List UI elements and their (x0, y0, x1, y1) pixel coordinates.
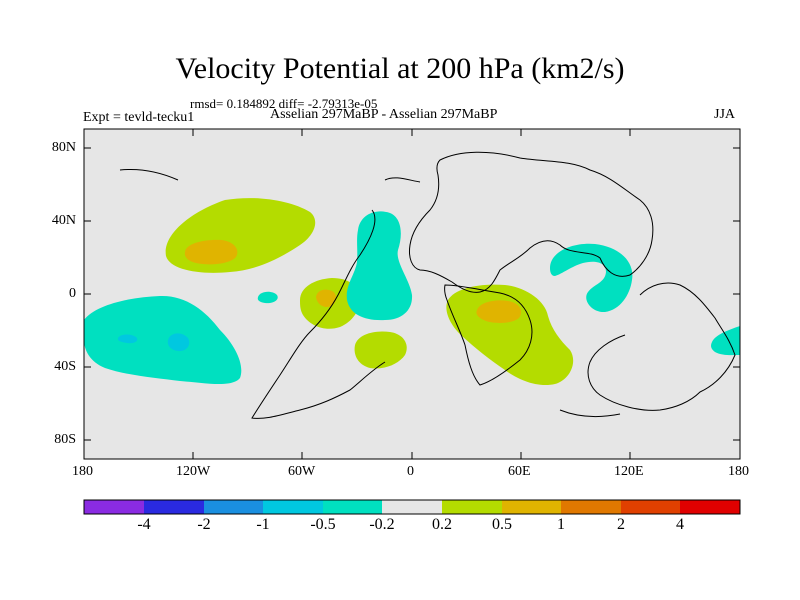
x-tick-label: 120E (614, 464, 644, 479)
anomaly-south-pacific-core-1 (117, 334, 138, 344)
anomaly-indian-ocean (550, 243, 633, 313)
anomaly-equatorial-west-core (316, 289, 337, 307)
anomaly-atlantic (346, 211, 413, 321)
colorbar-bin-3 (204, 500, 263, 514)
colorbar-label: -1 (256, 516, 270, 533)
colorbar-label: 0.2 (432, 516, 452, 533)
x-tick-label: 60W (288, 464, 316, 479)
anomaly-south-pacific (84, 295, 242, 385)
anomaly-southern-africa-core (476, 300, 522, 323)
season-label: JJA (714, 107, 736, 122)
x-tick-label: 180 (728, 464, 749, 479)
anomaly-date-line (711, 326, 740, 356)
x-tick-label: 0 (407, 464, 414, 479)
chart-title: Velocity Potential at 200 hPa (km2/s) (175, 52, 625, 85)
y-tick-label: 40N (51, 213, 76, 228)
colorbar-bin-10 (621, 500, 680, 514)
colorbar-bin-7 (442, 500, 502, 514)
stats-label: rmsd= 0.184892 diff= -2.79313e-05 (190, 96, 378, 111)
colorbar-bin-1 (84, 500, 144, 514)
anomaly-south-atlantic (354, 331, 407, 369)
y-ticks (84, 147, 740, 441)
y-tick-label: 0 (69, 286, 76, 301)
colorbar-label: -4 (137, 516, 151, 533)
anomaly-north-pacific-core (184, 239, 238, 265)
x-tick-label: 120W (176, 464, 211, 479)
colorbar-label: -2 (197, 516, 211, 533)
colorbar-bin-9 (561, 500, 621, 514)
y-tick-label: 80N (51, 140, 76, 155)
comparison-label: Asselian 297MaBP - Asselian 297MaBP (270, 107, 498, 122)
coastlines (119, 151, 736, 419)
colorbar-bin-6 (382, 500, 442, 514)
y-tick-label: 80S (54, 432, 76, 447)
colorbar-label: 4 (676, 516, 684, 533)
colorbar-bin-11 (680, 500, 740, 514)
map-background (84, 129, 740, 459)
colorbar-bin-5 (323, 500, 382, 514)
anomaly-small-patch (257, 291, 278, 304)
colorbar-label: 2 (617, 516, 625, 533)
colorbar-label: 1 (557, 516, 565, 533)
colorbar-bin-8 (502, 500, 561, 514)
experiment-label: Expt = tevld-tecku1 (83, 110, 195, 125)
x-tick-label: 60E (508, 464, 531, 479)
colorbar-label: -0.5 (310, 516, 336, 533)
x-tick-label: 180 (72, 464, 93, 479)
colorbar-label: 0.5 (492, 516, 512, 533)
colorbar-bin-4 (263, 500, 323, 514)
colorbar-bin-2 (144, 500, 204, 514)
x-ticks (83, 129, 741, 459)
anomaly-south-pacific-core-2 (167, 333, 190, 352)
colorbar-label: -0.2 (369, 516, 395, 533)
y-tick-label: 40S (54, 359, 76, 374)
colorbar (83, 499, 741, 515)
